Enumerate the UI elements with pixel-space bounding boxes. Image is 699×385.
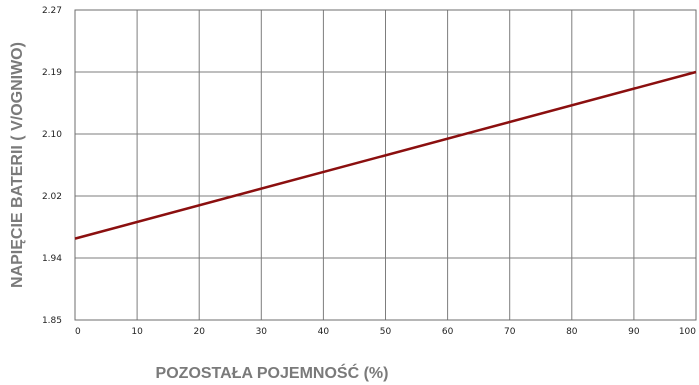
data-series: [74, 70, 697, 240]
x-tick-label: 60: [442, 327, 454, 337]
x-tick-label: 80: [566, 327, 578, 337]
x-tick-label: 70: [504, 327, 516, 337]
x-axis-title: POZOSTAŁA POJEMNOŚĆ (%): [156, 363, 389, 382]
plot-frame: [74, 9, 697, 321]
y-tick-label: 1.94: [42, 254, 62, 264]
y-axis-title: NAPIĘCIE BATERII ( V/OGNIWO): [9, 42, 26, 288]
y-tick-label: 2.27: [42, 6, 62, 16]
x-tick-label: 50: [380, 327, 392, 337]
x-tick-label: 100: [679, 327, 696, 337]
x-tick-labels: 0 10 20 30 40 50 60 70 80 90 100: [75, 327, 696, 337]
x-tick-label: 0: [75, 327, 81, 337]
voltage-series-line: [74, 70, 697, 240]
y-tick-label: 2.10: [42, 130, 62, 140]
x-tick-label: 90: [628, 327, 640, 337]
y-tick-label: 2.02: [42, 192, 62, 202]
x-tick-label: 20: [193, 327, 205, 337]
y-tick-label: 1.85: [42, 316, 62, 326]
y-tick-labels: 1.85 1.94 2.02 2.10 2.19 2.27: [42, 6, 62, 326]
x-tick-label: 10: [131, 327, 143, 337]
gridlines: [74, 9, 697, 321]
x-tick-label: 40: [318, 327, 330, 337]
x-tick-label: 30: [256, 327, 268, 337]
y-tick-label: 2.19: [42, 68, 62, 78]
